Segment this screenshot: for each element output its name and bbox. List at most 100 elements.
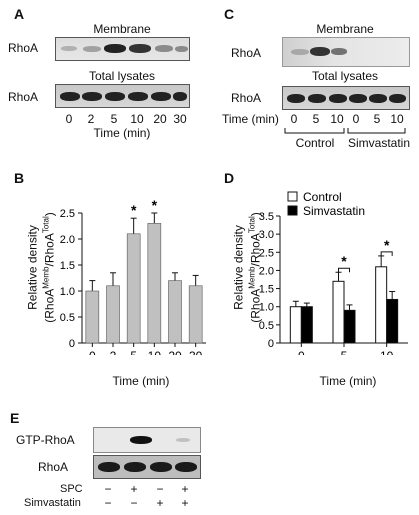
blot-band — [310, 47, 330, 56]
bar — [168, 280, 182, 344]
panel-b-chart: 0 0.5 1.0 1.5 2.0 2.5 0 2 5 * 10 * 20 30 — [60, 197, 206, 355]
sign: + — [181, 482, 189, 496]
blot-band — [175, 46, 188, 52]
panel-e-letter: E — [10, 410, 20, 426]
panel-d-chart: 0 0.5 1.0 1.5 2.0 2.5 3.0 3.5 0 5 * 10 * ControlSimva… — [259, 190, 408, 355]
significance-star: * — [384, 237, 390, 253]
panel-a-row-label-total: RhoA — [8, 90, 39, 104]
legend-swatch-control — [287, 191, 298, 202]
blot-band — [173, 92, 187, 101]
panel-c-row-label-total: RhoA — [231, 91, 262, 105]
panel-e-simvastatin-label: Simvastatin — [24, 497, 81, 509]
lane-label: 0 — [290, 112, 298, 126]
panel-b-xlabel: Time (min) — [112, 374, 170, 388]
y-tick-label: 1.0 — [259, 302, 274, 314]
bar-simvastatin — [300, 306, 313, 344]
blot-band — [83, 46, 101, 52]
y-tick-label: 1.5 — [259, 284, 274, 296]
ylabel-line1: Relative density — [25, 225, 40, 310]
bracket-control — [284, 128, 345, 134]
blot-band — [129, 44, 151, 53]
sign: − — [130, 496, 138, 510]
blot-band — [331, 48, 347, 55]
blot-band — [349, 94, 367, 103]
panel-e-simva-signs: − − + + — [93, 496, 199, 510]
y-tick-label: 0.5 — [60, 312, 75, 324]
panel-a-membrane-blot — [55, 37, 190, 61]
lane-label: 10 — [130, 112, 144, 126]
sign: + — [130, 482, 138, 496]
bar-control — [375, 266, 388, 344]
lane-label: 20 — [153, 112, 167, 126]
panel-c-group-control: Control — [295, 136, 335, 150]
blot-band — [60, 92, 80, 101]
lane-label: 2 — [87, 112, 95, 126]
panel-c-group-brackets — [284, 128, 406, 134]
lane-label: 5 — [110, 112, 118, 126]
x-tick-label: 30 — [189, 349, 203, 355]
x-tick-label: 2 — [110, 349, 117, 355]
bar — [188, 285, 203, 344]
blot-band — [155, 45, 173, 52]
x-tick-label: 5 — [341, 349, 348, 355]
significance-star: * — [131, 202, 137, 218]
blot-band — [82, 92, 102, 101]
panel-e-spc-signs: − + − + — [93, 482, 199, 496]
x-tick-label: 10 — [380, 349, 394, 355]
panel-c-membrane-blot — [282, 37, 410, 67]
x-tick-label: 20 — [168, 349, 182, 355]
sign: + — [156, 496, 164, 510]
panel-d-letter: D — [224, 170, 235, 186]
panel-c-lane-labels: 0 5 10 0 5 10 — [282, 112, 408, 126]
sign: + — [181, 496, 189, 510]
significance-bracket — [338, 267, 350, 273]
bar — [147, 223, 162, 344]
bar — [126, 233, 141, 344]
bar-simvastatin — [343, 309, 356, 344]
significance-star: * — [152, 197, 158, 213]
blot-band — [151, 92, 171, 101]
legend-swatch-simvastatin — [287, 205, 298, 216]
legend-label-simvastatin: Simvastatin — [303, 204, 365, 218]
bar-control — [289, 306, 302, 344]
lane-label: 5 — [312, 112, 320, 126]
panel-b-letter: B — [14, 170, 25, 186]
blot-band — [369, 94, 387, 103]
y-tick-label: 0.5 — [259, 320, 274, 332]
panel-c-membrane-title: Membrane — [316, 22, 374, 36]
y-tick-label: 2.5 — [259, 247, 274, 259]
blot-band — [175, 462, 197, 472]
lane-label: 10 — [330, 112, 344, 126]
bar — [106, 285, 120, 344]
blot-band — [130, 436, 152, 444]
panel-e-spc-label: SPC — [60, 483, 83, 495]
legend-label-control: Control — [303, 190, 342, 204]
ylabel-line1: Relative density — [231, 225, 246, 310]
blot-band — [105, 92, 125, 101]
blot-band — [176, 438, 190, 442]
panel-a-membrane-title: Membrane — [93, 22, 151, 36]
panel-a-lane-labels: 0 2 5 10 20 30 — [55, 112, 188, 126]
x-tick-label: 10 — [148, 349, 162, 355]
sign: − — [104, 496, 112, 510]
blot-band — [61, 46, 77, 51]
sign: − — [104, 482, 112, 496]
y-tick-label: 1.0 — [60, 286, 75, 298]
x-tick-label: 5 — [130, 349, 137, 355]
y-tick-label: 2.0 — [60, 234, 75, 246]
lane-label: 30 — [173, 112, 187, 126]
blot-band — [124, 462, 146, 472]
sign: − — [156, 482, 164, 496]
blot-band — [104, 44, 126, 53]
panel-c-total-title: Total lysates — [311, 69, 379, 83]
bar — [85, 290, 100, 344]
blot-band — [308, 94, 326, 103]
blot-band — [150, 462, 172, 472]
y-tick-label: 1.5 — [60, 260, 75, 272]
bar-simvastatin — [386, 298, 399, 344]
blot-band — [329, 94, 347, 103]
blot-band — [291, 49, 309, 55]
significance-bracket — [380, 251, 393, 256]
blot-band — [287, 94, 305, 103]
panel-c-total-blot — [282, 86, 410, 110]
